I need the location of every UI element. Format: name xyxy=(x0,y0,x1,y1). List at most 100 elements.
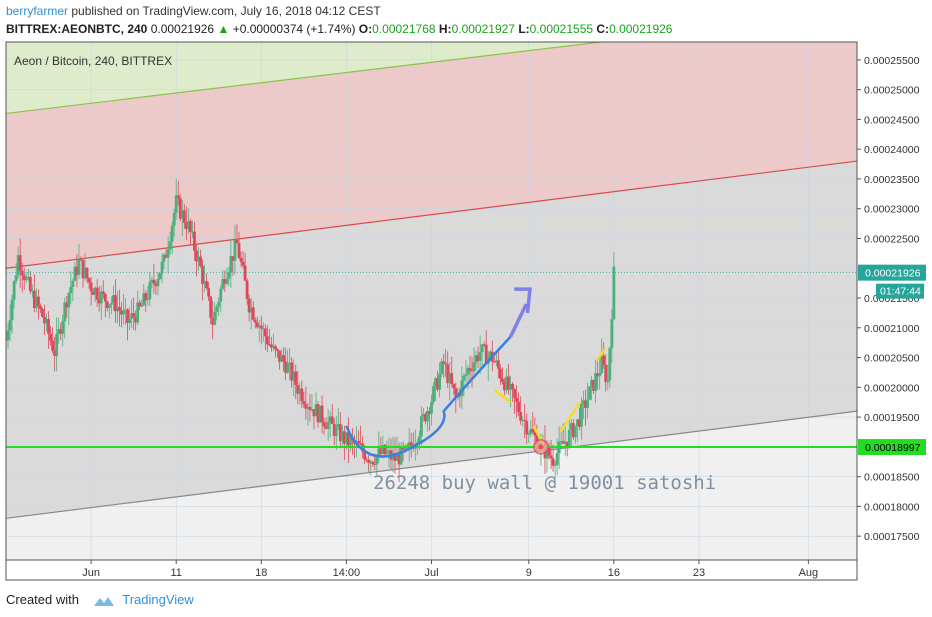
candle-body xyxy=(594,373,598,391)
candle-body xyxy=(65,302,69,308)
candle-body xyxy=(276,349,279,351)
publish-info: berryfarmer published on TradingView.com… xyxy=(6,4,381,18)
candle-body xyxy=(440,361,444,374)
candle-body xyxy=(513,389,516,398)
candle-body xyxy=(387,450,391,453)
candle-body xyxy=(302,401,306,405)
candle-body xyxy=(419,416,423,437)
candle-body xyxy=(10,299,14,320)
candle-body xyxy=(328,416,332,422)
candle-body xyxy=(209,296,213,318)
price-tick-label: 0.00020500 xyxy=(864,353,920,365)
candle-body xyxy=(318,405,322,423)
symbol-label: BITTREX:AEONBTC, 240 xyxy=(6,22,148,36)
arrow-head-icon xyxy=(514,287,532,314)
candle-body xyxy=(91,291,95,296)
time-tick-label: Jul xyxy=(424,567,438,579)
candle-body xyxy=(41,309,44,317)
candle-body xyxy=(142,293,146,306)
candle-body xyxy=(505,376,508,391)
candle-body xyxy=(34,296,38,309)
candle-body xyxy=(75,266,79,275)
high-value: 0.00021927 xyxy=(451,22,515,36)
candle-body xyxy=(116,306,119,312)
candle-body xyxy=(357,441,360,444)
candle-body xyxy=(527,433,531,435)
candle-body xyxy=(77,259,81,275)
tradingview-link[interactable]: TradingView xyxy=(122,592,194,607)
candle-body xyxy=(219,288,223,302)
candle-body xyxy=(32,290,36,309)
candle-body xyxy=(89,282,93,292)
candle-body xyxy=(217,301,221,307)
candle-body xyxy=(146,299,150,301)
candle-body xyxy=(393,452,397,461)
candle-body xyxy=(545,446,549,459)
price-tick-label: 0.00022500 xyxy=(864,233,920,245)
current-price-tag xyxy=(858,264,926,281)
candle-body xyxy=(600,355,604,374)
candle-body xyxy=(604,364,608,383)
candle-body xyxy=(63,302,67,322)
candle-body xyxy=(59,329,63,334)
candle-body xyxy=(103,293,107,302)
candle-body xyxy=(259,325,263,329)
candle-body xyxy=(424,414,427,422)
candle-body xyxy=(476,355,480,361)
candle-body xyxy=(166,249,170,258)
candle-body xyxy=(251,307,255,320)
candle-body xyxy=(288,362,292,364)
target-center-icon xyxy=(538,444,544,450)
candle-body xyxy=(596,373,600,377)
candle-body xyxy=(462,375,466,381)
candle-body xyxy=(207,288,211,297)
candle-body xyxy=(326,421,330,429)
candle-body xyxy=(249,307,253,313)
projection-arrow-shaft xyxy=(508,303,528,338)
candle-body xyxy=(561,441,565,444)
candle-body xyxy=(211,317,215,325)
candle-body xyxy=(521,419,525,421)
candle-body xyxy=(124,309,127,311)
time-tick-label: 18 xyxy=(255,567,267,579)
close-label: C: xyxy=(596,22,610,36)
price-tick-label: 0.00018500 xyxy=(864,472,920,484)
candle-body xyxy=(227,272,231,279)
candle-body xyxy=(369,461,373,464)
candle-body xyxy=(255,322,259,328)
candle-body xyxy=(432,386,435,402)
candle-body xyxy=(304,404,308,409)
candle-body xyxy=(446,364,450,384)
candle-body xyxy=(379,448,383,454)
candle-body xyxy=(286,363,290,373)
candle-body xyxy=(150,279,154,283)
candle-body xyxy=(294,371,298,385)
candle-body xyxy=(395,453,399,461)
candle-body xyxy=(296,384,300,394)
price-chart[interactable]: 0.00017500 0.00018000 0.00018500 0.00019500… xyxy=(0,0,932,590)
lower-channel-line xyxy=(6,410,857,519)
candle-body xyxy=(148,282,152,300)
candle-body xyxy=(122,310,125,315)
candle-body xyxy=(265,336,269,345)
candle-body xyxy=(314,404,318,417)
created-with: Created with xyxy=(6,592,79,607)
support-price-tag xyxy=(858,439,926,456)
candle-body xyxy=(340,431,344,442)
candle-body xyxy=(602,355,606,365)
time-tick-label: 9 xyxy=(526,567,532,579)
candle-body xyxy=(213,311,217,325)
candle-body xyxy=(30,290,34,292)
candle-body xyxy=(608,348,612,381)
candle-body xyxy=(375,455,379,465)
candle-body xyxy=(199,256,202,267)
price-tick-label: 0.00021000 xyxy=(864,323,920,335)
candle-body xyxy=(466,368,470,375)
candle-body xyxy=(83,267,87,279)
candle-body xyxy=(24,276,28,281)
candle-body xyxy=(503,382,506,391)
candle-body xyxy=(569,423,573,430)
candle-body xyxy=(182,210,186,223)
author-link[interactable]: berryfarmer xyxy=(6,4,69,18)
candle-body xyxy=(592,380,595,391)
